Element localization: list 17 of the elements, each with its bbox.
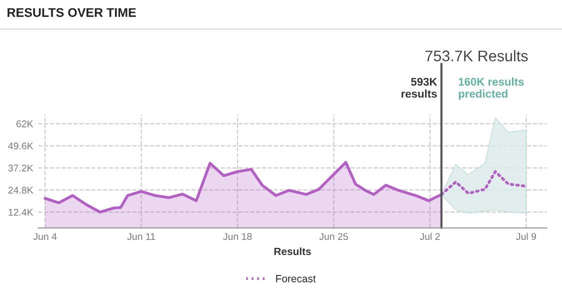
- y-tick-label: 49.6K: [8, 142, 34, 150]
- ref-line-label: 593K results: [402, 78, 438, 98]
- x-tick-label: Jun 4: [33, 233, 57, 240]
- x-tick-label: Jun 18: [223, 233, 252, 240]
- text: 160K results predicted: [458, 78, 524, 100]
- x-tick-label: Jul 9: [516, 232, 536, 240]
- x-axis-title: Results: [274, 247, 311, 256]
- x-tick-label: Jun 25: [319, 233, 348, 240]
- y-tick-label: 24.8K: [8, 186, 34, 194]
- y-tick-label: 12.4K: [8, 208, 34, 216]
- chart-title: RESULTS OVER TIME: [8, 8, 136, 17]
- x-tick-label: Jun 11: [127, 233, 156, 240]
- y-tick-label: 62K: [16, 120, 34, 128]
- y-tick-label: 37.2K: [8, 164, 34, 172]
- x-tick-label: Jul 2: [420, 232, 440, 240]
- legend-label: Forecast: [276, 275, 316, 282]
- text: 753.7K Results: [425, 50, 528, 62]
